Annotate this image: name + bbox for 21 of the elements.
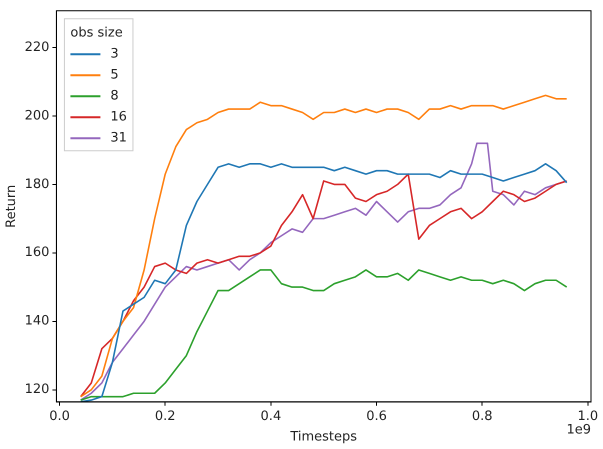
legend-label: 16 [110, 110, 127, 125]
y-tick-label: 180 [24, 176, 50, 192]
legend-title: obs size [70, 26, 123, 41]
y-tick-label: 160 [24, 245, 50, 260]
x-tick-label: 0.2 [154, 408, 176, 424]
legend-label: 3 [110, 46, 119, 62]
x-axis-title: Timesteps [289, 430, 358, 445]
y-tick-label: 200 [24, 108, 50, 124]
legend-label: 5 [110, 68, 119, 83]
legend-label: 31 [110, 130, 127, 146]
y-tick-label: 140 [24, 314, 50, 329]
x-tick-label: 0.6 [366, 408, 387, 424]
x-tick-label: 1.0 [577, 408, 598, 424]
y-tick-label: 220 [24, 40, 50, 55]
legend-label: 8 [110, 88, 119, 104]
x-tick-label: 0.4 [260, 408, 282, 424]
x-tick-label: 0.0 [49, 408, 70, 424]
text: 1e9 [566, 422, 591, 438]
y-tick-label: 120 [24, 382, 50, 398]
x-tick-label: 0.8 [472, 408, 493, 424]
y-axis-title: Return [4, 184, 20, 228]
